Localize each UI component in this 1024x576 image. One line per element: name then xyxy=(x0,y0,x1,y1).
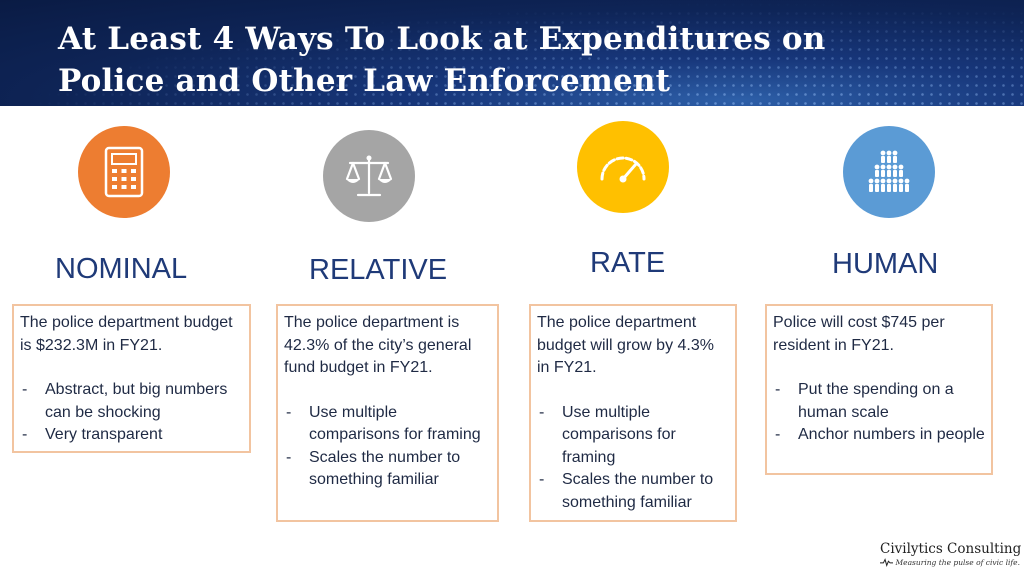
human-bullets: Put the spending on a human scale Anchor… xyxy=(773,379,985,447)
brand-logo: Civilytics Consulting Measuring the puls… xyxy=(880,541,1022,567)
rate-title: RATE xyxy=(590,247,666,279)
human-card: Police will cost $745 per resident in FY… xyxy=(765,304,993,475)
relative-bullet: Scales the number to something familiar xyxy=(284,447,491,492)
human-bullet: Anchor numbers in people xyxy=(773,424,985,447)
people-crowd-icon xyxy=(868,150,910,192)
slide-title: At Least 4 Ways To Look at Expenditures … xyxy=(58,18,958,102)
scales-icon xyxy=(345,155,393,197)
human-description: Police will cost $745 per resident in FY… xyxy=(773,314,945,354)
nominal-bullets: Abstract, but big numbers can be shockin… xyxy=(20,379,243,447)
slide-title-line-2: Police and Other Law Enforcement xyxy=(58,63,671,99)
relative-title: RELATIVE xyxy=(309,254,448,286)
brand-name: Civilytics Consulting xyxy=(880,541,1022,557)
rate-bullet: Use multiple comparisons for framing xyxy=(537,402,729,470)
brand-tagline-row: Measuring the pulse of civic life. xyxy=(880,558,1020,567)
human-title: HUMAN xyxy=(832,248,939,280)
relative-card: The police department is 42.3% of the ci… xyxy=(276,304,499,522)
nominal-title: NOMINAL xyxy=(55,253,188,285)
nominal-bullet: Very transparent xyxy=(20,424,243,447)
speedometer-icon xyxy=(600,156,646,183)
human-bullet: Put the spending on a human scale xyxy=(773,379,985,424)
pulse-icon xyxy=(880,558,894,567)
relative-bullets: Use multiple comparisons for framing Sca… xyxy=(284,402,491,492)
nominal-card: The police department budget is $232.3M … xyxy=(12,304,251,453)
rate-bullet: Scales the number to something familiar xyxy=(537,469,729,514)
rate-card: The police department budget will grow b… xyxy=(529,304,737,522)
relative-description: The police department is 42.3% of the ci… xyxy=(284,314,472,376)
header-dot-pattern xyxy=(0,0,1024,106)
header-banner: At Least 4 Ways To Look at Expenditures … xyxy=(0,0,1024,106)
rate-icon-circle xyxy=(577,121,669,213)
slide-title-line-1: At Least 4 Ways To Look at Expenditures … xyxy=(58,21,826,57)
brand-tagline: Measuring the pulse of civic life. xyxy=(895,558,1020,567)
calculator-icon xyxy=(104,146,144,198)
relative-bullet: Use multiple comparisons for framing xyxy=(284,402,491,447)
relative-icon-circle xyxy=(323,130,415,222)
rate-bullets: Use multiple comparisons for framing Sca… xyxy=(537,402,729,515)
rate-description: The police department budget will grow b… xyxy=(537,314,714,376)
human-icon-circle xyxy=(843,126,935,218)
nominal-description: The police department budget is $232.3M … xyxy=(20,314,233,354)
nominal-bullet: Abstract, but big numbers can be shockin… xyxy=(20,379,243,424)
nominal-icon-circle xyxy=(78,126,170,218)
